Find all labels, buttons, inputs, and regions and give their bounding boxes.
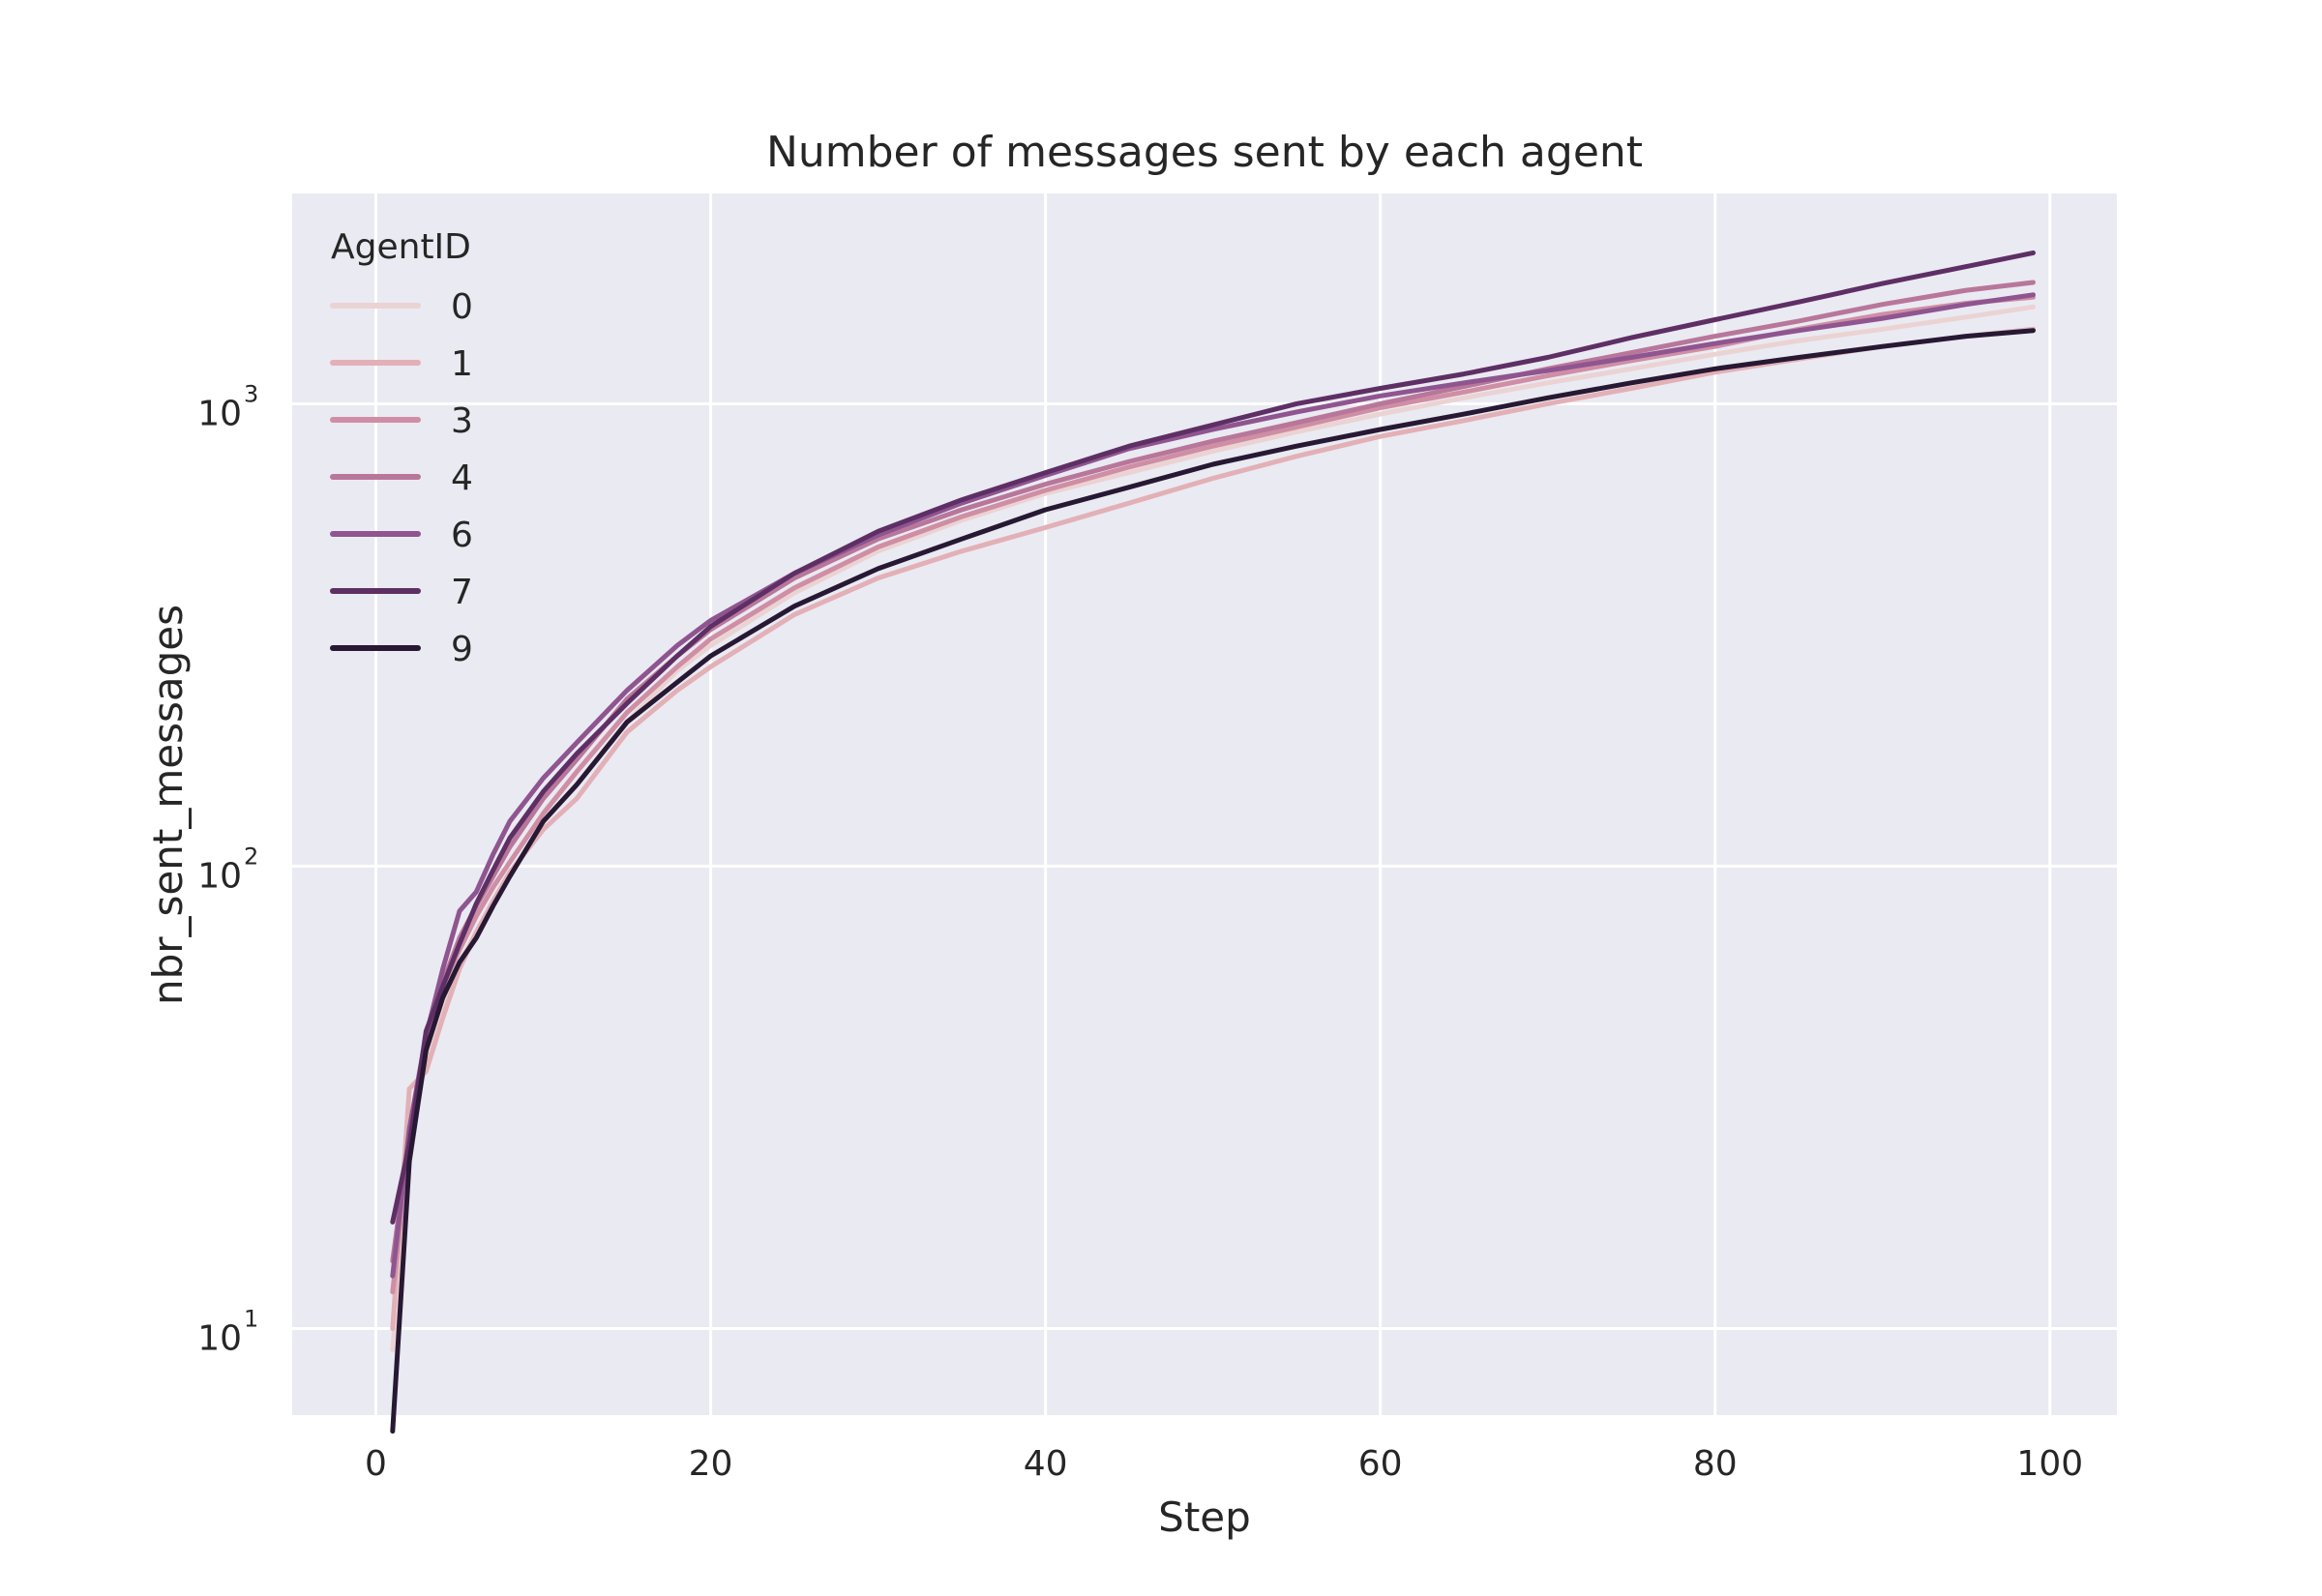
legend-label-agent-4: 4 [451,458,473,498]
y-tick-exponent: 3 [244,380,258,407]
x-tick-label: 100 [2016,1444,2083,1484]
y-tick-exponent: 2 [244,843,258,871]
plot-area [292,193,2117,1415]
series-line-agent-9 [390,328,2036,1434]
legend-label-agent-9: 9 [451,630,473,669]
x-tick-label: 0 [365,1444,387,1484]
y-tick-exponent: 1 [244,1306,258,1333]
x-tick-label: 40 [1024,1444,1068,1484]
x-tick-label: 20 [689,1444,733,1484]
series-line-agent-3 [390,294,2036,1295]
x-tick-labels: 0 20 40 60 80 100 [365,1444,2083,1484]
series-line-agent-6 [390,292,2036,1279]
legend-label-agent-7: 7 [451,573,473,612]
legend: AgentID 0 1 3 4 6 7 9 [330,227,473,669]
series-line-agent-7 [390,250,2036,1225]
legend-label-agent-1: 1 [451,344,473,384]
legend-label-agent-6: 6 [451,516,473,555]
legend-label-agent-0: 0 [451,287,473,327]
x-tick-label: 80 [1693,1444,1738,1484]
chart-title: Number of messages sent by each agent [766,128,1643,177]
y-tick-label: 10 [197,1319,242,1359]
grid [292,193,2117,1415]
legend-label-agent-3: 3 [451,401,473,441]
y-tick-label: 10 [197,857,242,897]
legend-title: AgentID [331,227,471,267]
y-tick-label: 10 [197,394,242,433]
x-tick-label: 60 [1358,1444,1403,1484]
x-axis-label: Step [1158,1493,1251,1541]
y-axis-label: nbr_sent_messages [144,605,192,1005]
series-lines [390,250,2036,1434]
